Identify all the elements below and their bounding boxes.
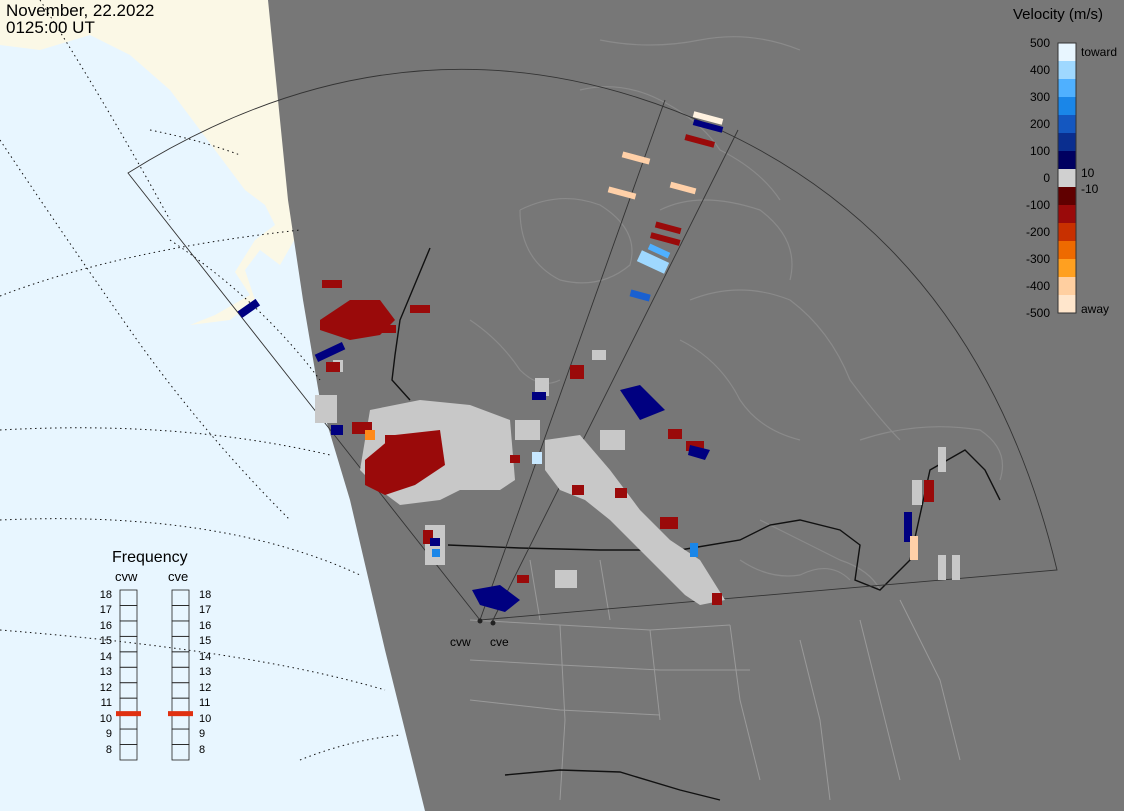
time-label: 0125:00 UT bbox=[6, 18, 95, 37]
colorbar-segment bbox=[1058, 43, 1076, 62]
frequency-mhz-label: 15 bbox=[199, 635, 212, 648]
frequency-mhz-label: 14 bbox=[199, 650, 212, 663]
colorbar-segment bbox=[1058, 115, 1076, 134]
frequency-mhz-label: 9 bbox=[105, 728, 112, 741]
frequency-mhz-label: 18 bbox=[99, 589, 112, 601]
velocity-toward bbox=[237, 119, 912, 612]
velocity-tick-label: 200 bbox=[1029, 117, 1050, 131]
velocity-side-label-neg_small: -10 bbox=[1081, 182, 1099, 196]
velocity-side-label-pos_small: 10 bbox=[1081, 166, 1095, 180]
colorbar-segment bbox=[1058, 295, 1076, 314]
velocity-tick-label: 100 bbox=[1029, 144, 1050, 158]
velocity-tick-label: -400 bbox=[1025, 279, 1050, 293]
frequency-panel bbox=[116, 589, 193, 761]
colorbar-segment bbox=[1058, 241, 1076, 260]
frequency-mhz-label: 10 bbox=[199, 712, 212, 725]
coverage-area bbox=[268, 0, 1124, 811]
velocity-legend-title: Velocity (m/s) bbox=[1013, 6, 1104, 23]
colorbar-segment bbox=[1058, 97, 1076, 116]
velocity-tick-label: -200 bbox=[1025, 225, 1050, 239]
frequency-mhz-label: 12 bbox=[199, 681, 212, 694]
frequency-cell bbox=[171, 744, 190, 761]
frequency-mhz-label: 17 bbox=[99, 604, 112, 617]
velocity-tick-label: 0 bbox=[1043, 171, 1050, 185]
frequency-marker-cve bbox=[168, 711, 193, 717]
colorbar-segment bbox=[1058, 187, 1076, 206]
velocity-tick-label: 400 bbox=[1029, 63, 1050, 77]
colorbar-segment bbox=[1058, 61, 1076, 80]
colorbar-segment bbox=[1058, 277, 1076, 296]
freq-radar-cve: cve bbox=[168, 569, 189, 584]
frequency-mhz-label: 11 bbox=[199, 697, 211, 710]
frequency-mhz-label: 14 bbox=[99, 650, 112, 663]
frequency-marker-cvw bbox=[116, 711, 141, 717]
alaska-land bbox=[0, 0, 300, 325]
coastlines bbox=[469, 36, 1004, 591]
site-label-cvw: cvw bbox=[450, 635, 471, 649]
radar-site-markers bbox=[477, 618, 496, 626]
admin-borders bbox=[469, 559, 961, 801]
frequency-mhz-label: 16 bbox=[99, 619, 112, 632]
frequency-mhz-label: 13 bbox=[199, 666, 212, 679]
velocity-tick-label: 300 bbox=[1029, 90, 1050, 104]
velocity-side-label-away: away bbox=[1081, 302, 1110, 316]
frequency-mhz-label: 8 bbox=[199, 743, 206, 756]
frequency-mhz-label: 13 bbox=[99, 666, 112, 679]
frequency-mhz-label: 12 bbox=[99, 681, 112, 694]
frequency-title: Frequency bbox=[112, 549, 188, 566]
frequency-mhz-label: 15 bbox=[99, 635, 112, 648]
velocity-away bbox=[320, 134, 934, 605]
frequency-mhz-label: 16 bbox=[199, 619, 212, 632]
frequency-cell bbox=[119, 744, 138, 761]
freq-radar-cvw: cvw bbox=[115, 569, 138, 584]
velocity-tick-label: -100 bbox=[1025, 198, 1050, 212]
date-label: November, 22.2022 bbox=[6, 1, 155, 20]
velocity-tick-label: -500 bbox=[1025, 306, 1050, 320]
site-label-cve: cve bbox=[490, 635, 509, 649]
colorbar-segment bbox=[1058, 259, 1076, 278]
colorbar-segment bbox=[1058, 79, 1076, 98]
colorbar-segment bbox=[1058, 151, 1076, 170]
velocity-colorbar bbox=[1057, 42, 1077, 314]
frequency-mhz-label: 17 bbox=[199, 604, 212, 617]
velocity-tick-label: -300 bbox=[1025, 252, 1050, 266]
velocity-tick-label: 500 bbox=[1029, 36, 1050, 50]
frequency-mhz-label: 8 bbox=[105, 743, 112, 756]
colorbar-segment bbox=[1058, 205, 1076, 224]
frequency-mhz-label: 10 bbox=[99, 712, 112, 725]
frequency-mhz-label: 18 bbox=[199, 589, 212, 601]
frequency-mhz-label: 9 bbox=[199, 728, 206, 741]
colorbar-outline bbox=[1057, 42, 1077, 314]
frequency-mhz-label: 11 bbox=[100, 697, 112, 710]
colorbar-segment bbox=[1058, 223, 1076, 242]
velocity-side-label-toward: toward bbox=[1081, 45, 1118, 59]
colorbar-segment bbox=[1058, 133, 1076, 152]
colorbar-segment bbox=[1058, 169, 1076, 188]
velocity-far bbox=[365, 111, 918, 560]
